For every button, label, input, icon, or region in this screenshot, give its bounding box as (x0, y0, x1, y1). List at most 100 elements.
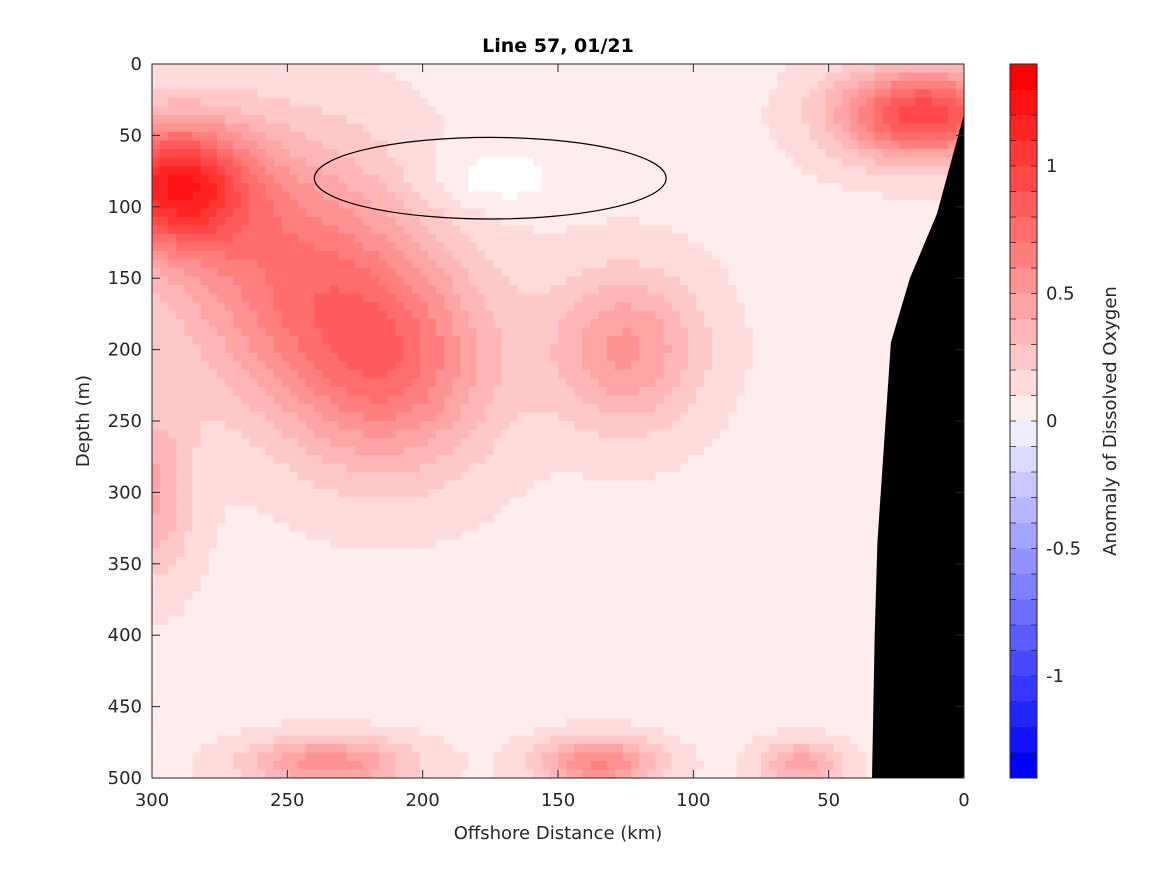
field-cell (582, 591, 592, 601)
field-cell (355, 472, 364, 482)
field-cell (484, 531, 494, 541)
field-cell (184, 693, 194, 703)
field-cell (168, 404, 177, 414)
field-cell (525, 404, 535, 414)
field-cell (476, 344, 486, 354)
field-cell (387, 727, 397, 737)
field-cell (355, 761, 364, 771)
field-cell (558, 395, 567, 405)
field-cell (436, 387, 445, 397)
field-cell (168, 523, 177, 533)
field-cell (436, 378, 445, 388)
field-cell (290, 701, 299, 711)
field-cell (452, 616, 462, 626)
field-cell (541, 735, 551, 745)
field-cell (298, 217, 307, 227)
field-cell (273, 234, 283, 244)
field-cell (395, 455, 405, 465)
field-cell (622, 761, 632, 771)
field-cell (533, 191, 543, 201)
field-cell (444, 106, 454, 116)
field-cell (501, 582, 510, 592)
field-cell (493, 421, 502, 431)
field-cell (590, 540, 600, 550)
field-cell (476, 276, 486, 286)
field-cell (200, 327, 210, 337)
field-cell (241, 200, 251, 210)
field-cell (346, 582, 356, 592)
field-cell (249, 302, 259, 312)
field-cell (493, 506, 502, 516)
field-cell (484, 489, 494, 499)
field-cell (290, 123, 299, 133)
field-cell (590, 276, 600, 286)
field-cell (192, 489, 202, 499)
field-cell (338, 506, 348, 516)
field-cell (460, 242, 470, 252)
field-cell (476, 336, 486, 346)
field-cell (452, 693, 462, 703)
field-cell (168, 769, 177, 778)
field-cell (622, 599, 632, 609)
field-cell (403, 234, 413, 244)
field-cell (371, 557, 380, 567)
field-cell (241, 667, 251, 677)
field-cell (192, 353, 202, 363)
field-cell (379, 208, 389, 218)
field-cell (444, 149, 454, 159)
field-cell (493, 132, 502, 142)
field-cell (200, 242, 210, 252)
field-cell (428, 710, 437, 720)
field-cell (371, 242, 380, 252)
field-cell (411, 149, 421, 159)
field-cell (525, 242, 535, 252)
field-cell (525, 438, 535, 448)
field-cell (428, 557, 437, 567)
field-cell (428, 378, 437, 388)
field-cell (346, 446, 356, 456)
field-cell (574, 497, 583, 507)
field-cell (241, 591, 251, 601)
field-cell (387, 132, 397, 142)
field-cell (403, 616, 413, 626)
field-cell (355, 625, 364, 635)
field-cell (428, 276, 437, 286)
field-cell (290, 582, 299, 592)
field-cell (290, 327, 299, 337)
field-cell (566, 455, 575, 465)
field-cell (606, 616, 616, 626)
field-cell (355, 132, 364, 142)
field-cell (525, 72, 535, 82)
field-cell (493, 557, 502, 567)
field-cell (622, 72, 632, 82)
field-cell (614, 361, 624, 371)
field-cell (614, 472, 624, 482)
field-cell (363, 727, 372, 737)
field-cell (566, 149, 575, 159)
field-cell (160, 455, 169, 465)
field-cell (566, 183, 575, 193)
field-cell (509, 761, 518, 771)
field-cell (566, 327, 575, 337)
field-cell (298, 123, 307, 133)
field-cell (257, 531, 267, 541)
field-cell (436, 625, 445, 635)
field-cell (541, 548, 551, 558)
field-cell (265, 370, 275, 380)
field-cell (533, 302, 543, 312)
field-cell (509, 106, 518, 116)
field-cell (631, 183, 640, 193)
field-cell (216, 531, 226, 541)
field-cell (509, 582, 518, 592)
field-cell (460, 497, 470, 507)
field-cell (419, 540, 429, 550)
field-cell (622, 370, 632, 380)
field-cell (631, 106, 640, 116)
field-cell (216, 616, 226, 626)
field-cell (200, 506, 210, 516)
field-cell (184, 616, 194, 626)
field-cell (541, 523, 551, 533)
field-cell (241, 752, 251, 762)
field-cell (306, 225, 315, 235)
field-cell (355, 336, 364, 346)
